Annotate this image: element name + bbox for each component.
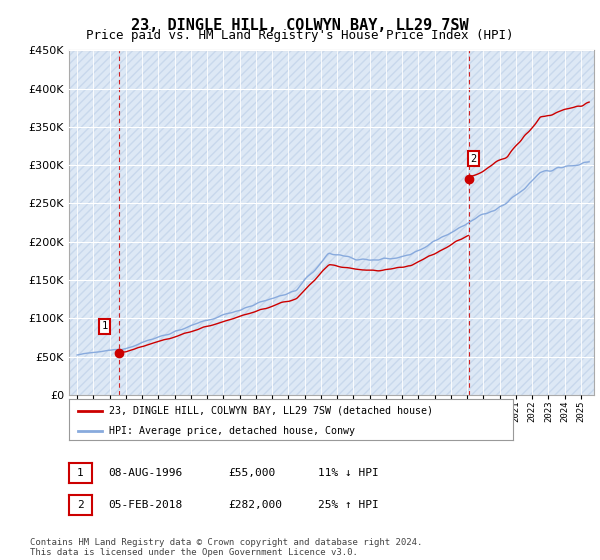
Text: 05-FEB-2018: 05-FEB-2018 bbox=[108, 500, 182, 510]
Text: 1: 1 bbox=[101, 321, 108, 332]
Text: Contains HM Land Registry data © Crown copyright and database right 2024.
This d: Contains HM Land Registry data © Crown c… bbox=[30, 538, 422, 557]
Text: £55,000: £55,000 bbox=[228, 468, 275, 478]
Text: Price paid vs. HM Land Registry's House Price Index (HPI): Price paid vs. HM Land Registry's House … bbox=[86, 29, 514, 42]
Text: 25% ↑ HPI: 25% ↑ HPI bbox=[318, 500, 379, 510]
Text: 2: 2 bbox=[470, 153, 476, 164]
Text: 23, DINGLE HILL, COLWYN BAY, LL29 7SW (detached house): 23, DINGLE HILL, COLWYN BAY, LL29 7SW (d… bbox=[109, 405, 433, 416]
Text: 1: 1 bbox=[77, 468, 84, 478]
Text: 23, DINGLE HILL, COLWYN BAY, LL29 7SW: 23, DINGLE HILL, COLWYN BAY, LL29 7SW bbox=[131, 18, 469, 33]
Text: 11% ↓ HPI: 11% ↓ HPI bbox=[318, 468, 379, 478]
Text: £282,000: £282,000 bbox=[228, 500, 282, 510]
Text: 2: 2 bbox=[77, 500, 84, 510]
Text: HPI: Average price, detached house, Conwy: HPI: Average price, detached house, Conw… bbox=[109, 426, 355, 436]
Text: 08-AUG-1996: 08-AUG-1996 bbox=[108, 468, 182, 478]
